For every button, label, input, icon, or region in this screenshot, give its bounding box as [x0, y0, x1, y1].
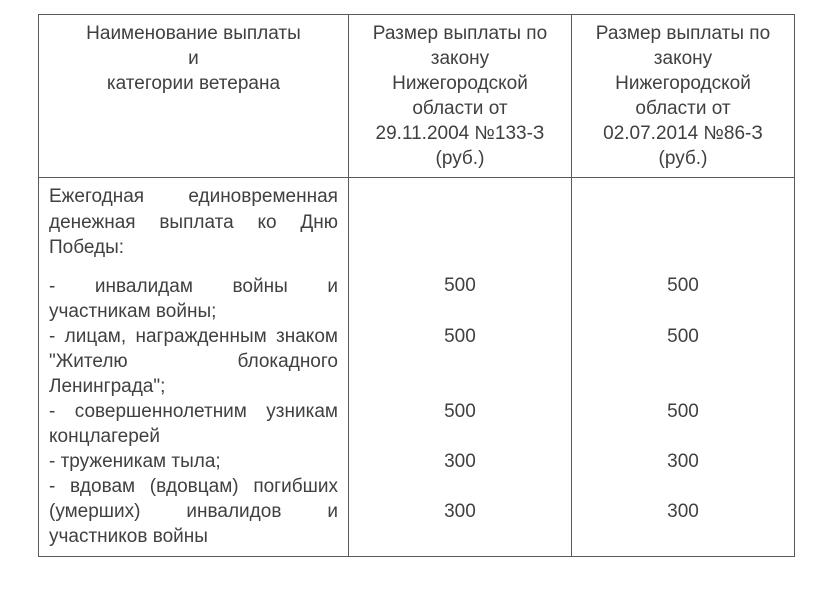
header-text: Наименование выплаты	[49, 21, 338, 46]
header-col-law-2014: Размер выплаты по закону Нижегородской о…	[571, 15, 794, 178]
value: 500	[359, 273, 561, 298]
item-line: Ленинграда";	[49, 374, 338, 399]
value: 500	[582, 273, 784, 298]
item-line: - труженикам тыла;	[49, 449, 338, 474]
payments-table: Наименование выплаты и категории ветеран…	[38, 14, 795, 557]
cell-description: Ежегодная единовременная денежная выплат…	[39, 178, 349, 556]
intro-line: Победы:	[49, 235, 338, 260]
header-text: 29.11.2004 №133-З	[359, 121, 561, 146]
item-line: - лицам, награжденным знаком	[49, 324, 338, 349]
cell-values-2004: 500 500 500 300 300	[348, 178, 571, 556]
header-text: и	[49, 46, 338, 71]
page: Наименование выплаты и категории ветеран…	[0, 0, 817, 614]
header-col-name: Наименование выплаты и категории ветеран…	[39, 15, 349, 178]
value: 300	[582, 449, 784, 474]
value: 300	[359, 499, 561, 524]
item-line: - совершеннолетним узникам	[49, 399, 338, 424]
value: 300	[359, 449, 561, 474]
header-text: Размер выплаты по	[359, 21, 561, 46]
cell-values-2014: 500 500 500 300 300	[571, 178, 794, 556]
table-body: Ежегодная единовременная денежная выплат…	[39, 178, 795, 556]
header-text: Размер выплаты по	[582, 21, 784, 46]
header-text: Нижегородской	[582, 71, 784, 96]
header-text: (руб.)	[359, 146, 561, 171]
table-header: Наименование выплаты и категории ветеран…	[39, 15, 795, 178]
value: 500	[582, 399, 784, 424]
header-text: Нижегородской	[359, 71, 561, 96]
header-text: 02.07.2014 №86-З	[582, 121, 784, 146]
header-text: категории ветерана	[49, 71, 338, 96]
header-text: области от	[359, 96, 561, 121]
value: 500	[359, 399, 561, 424]
value: 500	[582, 324, 784, 349]
item-line: концлагерей	[49, 424, 338, 449]
blank-line	[49, 260, 338, 274]
header-text: закону	[582, 46, 784, 71]
header-col-law-2004: Размер выплаты по закону Нижегородской о…	[348, 15, 571, 178]
table-row: Ежегодная единовременная денежная выплат…	[39, 178, 795, 556]
intro-line: Ежегодная единовременная	[49, 184, 338, 209]
intro-line: денежная выплата ко Дню	[49, 210, 338, 235]
item-line: - вдовам (вдовцам) погибших	[49, 474, 338, 499]
value: 300	[582, 499, 784, 524]
item-line: (умерших) инвалидов и	[49, 499, 338, 524]
item-line: "Жителю блокадного	[49, 349, 338, 374]
item-line: - инвалидам войны и	[49, 274, 338, 299]
value: 500	[359, 324, 561, 349]
header-text: закону	[359, 46, 561, 71]
item-line: участников войны	[49, 524, 338, 549]
header-text: (руб.)	[582, 146, 784, 171]
header-text: области от	[582, 96, 784, 121]
item-line: участникам войны;	[49, 299, 338, 324]
